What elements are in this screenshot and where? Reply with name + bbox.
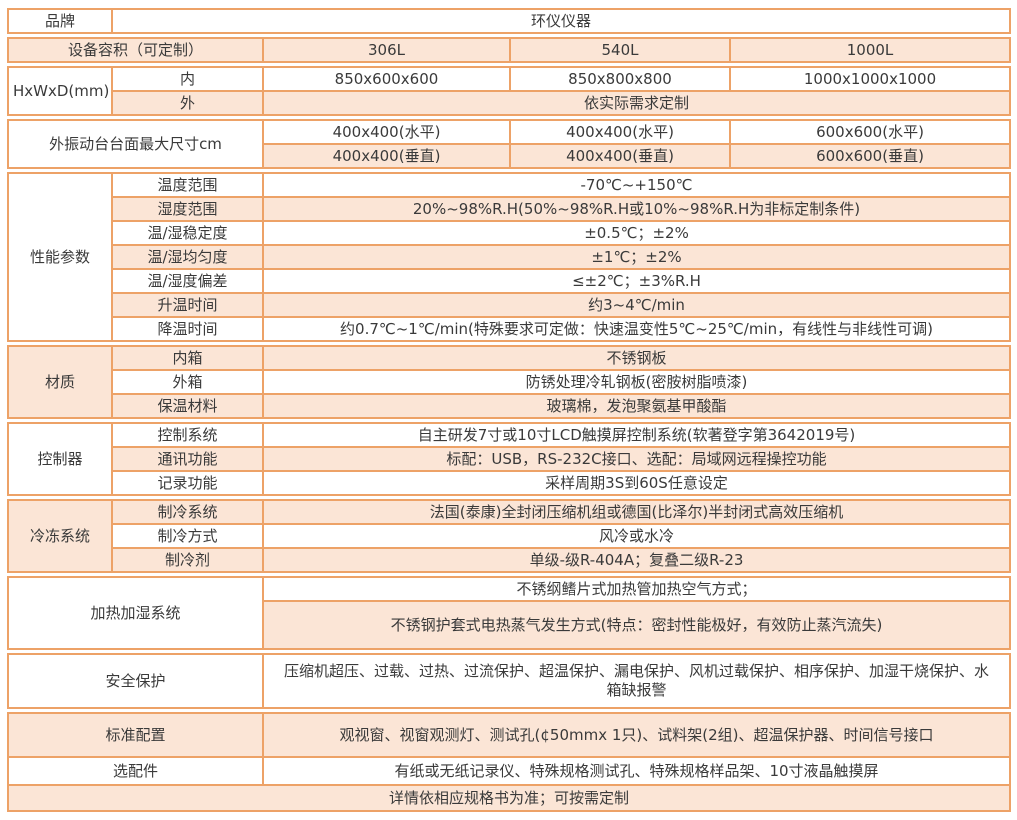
- dimensions-inner-306l-cell: 850x600x600: [262, 61, 511, 92]
- material-inner-box-value-cell: 不锈钢板: [261, 340, 1012, 371]
- volume-540l-cell: 540L: [509, 32, 731, 66]
- material-label-cell: 材质: [7, 340, 113, 422]
- material-insulation-value-cell: 玻璃棉，发泡聚氨基甲酸酯: [261, 393, 1012, 422]
- vibration-vertical-540l-cell: 400x400(垂直): [509, 143, 731, 172]
- brand-label-cell: 品牌: [7, 8, 113, 37]
- material-inner-box-label-cell: 内箱: [111, 340, 264, 371]
- controller-system-value-cell: 自主研发7寸或10寸LCD触摸屏控制系统(软著登字第3642019号): [261, 417, 1012, 448]
- volume-1000l-cell: 1000L: [728, 32, 1012, 66]
- controller-record-label-cell: 记录功能: [111, 470, 264, 499]
- material-outer-box-value-cell: 防锈处理冷轧钢板(密胺树脂喷漆): [261, 369, 1012, 395]
- refrigerant-label-cell: 制冷剂: [111, 547, 264, 576]
- standard-config-label-cell: 标准配置: [7, 707, 264, 758]
- dimensions-inner-1000l-cell: 1000x1000x1000: [728, 61, 1012, 92]
- refrigeration-method-value-cell: 风冷或水冷: [261, 523, 1012, 549]
- refrigeration-system-label-cell: 制冷系统: [111, 494, 264, 525]
- controller-comm-label-cell: 通讯功能: [111, 446, 264, 472]
- heating-air-value-cell: 不锈纲鳍片式加热管加热空气方式；: [261, 571, 1012, 602]
- dimensions-inner-540l-cell: 850x800x800: [509, 61, 731, 92]
- standard-config-value-cell: 观视窗、视窗观测灯、测试孔(¢50mmx 1只)、试料架(2组)、超温保护器、时…: [261, 707, 1012, 758]
- refrigeration-label-cell: 冷冻系统: [7, 494, 113, 576]
- safety-value-cell: 压缩机超压、过载、过热、过流保护、超温保护、漏电保护、风机过载保护、相序保护、加…: [261, 648, 1012, 712]
- dimensions-outer-label-cell: 外: [111, 90, 264, 119]
- safety-label-cell: 安全保护: [7, 648, 264, 712]
- material-insulation-label-cell: 保温材料: [111, 393, 264, 422]
- vibration-horizontal-540l-cell: 400x400(水平): [509, 114, 731, 145]
- brand-value-cell: 环仪仪器: [110, 8, 1012, 37]
- controller-system-label-cell: 控制系统: [111, 417, 264, 448]
- optional-value-cell: 有纸或无纸记录仪、特殊规格测试孔、特殊规格样品架、10寸液晶触摸屏: [261, 756, 1012, 786]
- performance-temp-range-label-cell: 温度范围: [111, 167, 264, 198]
- controller-label-cell: 控制器: [7, 417, 113, 499]
- performance-label-cell: 性能参数: [7, 167, 113, 345]
- optional-label-cell: 选配件: [7, 756, 264, 786]
- performance-humidity-range-label-cell: 湿度范围: [111, 196, 264, 222]
- dimensions-outer-value-cell: 依实际需求定制: [261, 90, 1012, 119]
- performance-heatup-value-cell: 约3~4℃/min: [261, 292, 1012, 318]
- performance-uniformity-value-cell: ±1℃；±2%: [261, 244, 1012, 270]
- volume-label-cell: 设备容积（可定制）: [7, 32, 264, 66]
- vibration-label-cell: 外振动台台面最大尺寸cm: [7, 114, 264, 172]
- performance-heatup-label-cell: 升温时间: [111, 292, 264, 318]
- refrigerant-value-cell: 单级-级R-404A；复叠二级R-23: [261, 547, 1012, 576]
- vibration-vertical-306l-cell: 400x400(垂直): [262, 143, 511, 172]
- performance-temp-range-value-cell: -70℃~+150℃: [261, 167, 1012, 198]
- vibration-horizontal-306l-cell: 400x400(水平): [262, 114, 511, 145]
- performance-humidity-range-value-cell: 20%~98%R.H(50%~98%R.H或10%~98%R.H为非标定制条件): [261, 196, 1012, 222]
- footer-note-cell: 详情依相应规格书为准；可按需定制: [6, 784, 1012, 812]
- performance-deviation-label-cell: 温/湿度偏差: [111, 268, 264, 294]
- refrigeration-method-label-cell: 制冷方式: [111, 523, 264, 549]
- performance-cooldown-label-cell: 降温时间: [111, 316, 264, 345]
- performance-stability-value-cell: ±0.5℃；±2%: [261, 220, 1012, 246]
- spec-table: 品牌 环仪仪器 设备容积（可定制） 306L 540L 1000L HxWxD(…: [6, 8, 1012, 812]
- controller-comm-value-cell: 标配：USB，RS-232C接口、选配：局域网远程操控功能: [261, 446, 1012, 472]
- heating-label-cell: 加热加湿系统: [7, 571, 264, 653]
- vibration-vertical-1000l-cell: 600x600(垂直): [728, 143, 1012, 172]
- volume-306l-cell: 306L: [262, 32, 511, 66]
- performance-uniformity-label-cell: 温/湿均匀度: [111, 244, 264, 270]
- dimensions-inner-label-cell: 内: [111, 61, 264, 92]
- vibration-horizontal-1000l-cell: 600x600(水平): [728, 114, 1012, 145]
- heating-steam-value-cell: 不锈钢护套式电热蒸气发生方式(特点：密封性能极好，有效防止蒸汽流失): [261, 600, 1012, 653]
- material-outer-box-label-cell: 外箱: [111, 369, 264, 395]
- controller-record-value-cell: 采样周期3S到60S任意设定: [261, 470, 1012, 499]
- performance-stability-label-cell: 温/湿稳定度: [111, 220, 264, 246]
- performance-deviation-value-cell: ≤±2℃；±3%R.H: [261, 268, 1012, 294]
- refrigeration-system-value-cell: 法国(泰康)全封闭压缩机组或德国(比泽尔)半封闭式高效压缩机: [261, 494, 1012, 525]
- dimensions-label-cell: HxWxD(mm): [7, 61, 113, 119]
- performance-cooldown-value-cell: 约0.7℃~1℃/min(特殊要求可定做：快速温变性5℃~25℃/min，有线性…: [261, 316, 1012, 345]
